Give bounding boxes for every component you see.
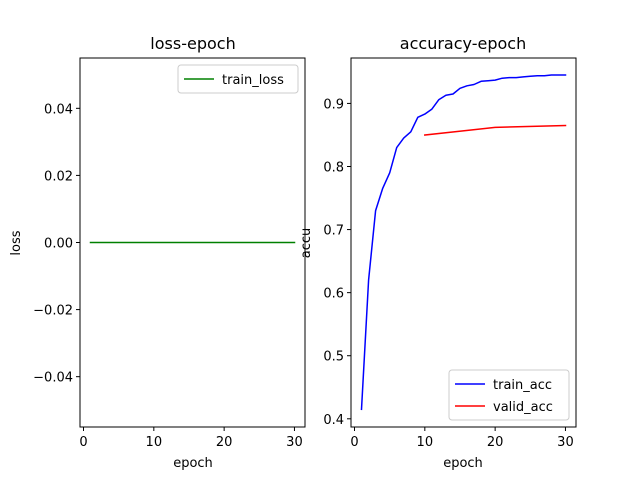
legend-box [448,369,570,421]
legend-label: valid_acc [493,400,553,415]
plot-lines [360,74,567,411]
y-tick-label: 0.9 [323,97,344,112]
legend-box [177,64,299,94]
x-tick-label: 20 [216,435,233,450]
legend: train_acc valid_acc [448,369,570,421]
y-axis-label: loss [9,230,24,255]
x-tick-label: 0 [350,435,358,450]
plot-frame [350,57,577,428]
x-tick-label: 10 [417,435,434,450]
series-line-train-acc [360,74,567,411]
legend: train_loss [177,64,299,94]
y-tick-label: 0.6 [323,287,344,302]
ticks: 0 10 20 30 0.4 0.5 0.6 0.7 0.8 0.9 [323,97,573,450]
y-tick-label: 0.04 [44,102,73,117]
plot-frame [79,57,306,428]
y-tick-label: −0.02 [33,304,73,319]
y-tick-label: 0.4 [323,413,344,428]
y-tick-label: 0.8 [323,160,344,175]
y-tick-label: 0.7 [323,224,344,239]
x-tick-label: 0 [79,435,87,450]
loss-epoch-panel: loss-epoch epoch loss 0 10 20 30−0.04−0.020… [9,34,306,471]
y-tick-label: −0.04 [33,371,73,386]
x-tick-label: 10 [146,435,163,450]
x-tick-label: 30 [286,435,303,450]
legend-label: train_acc [493,378,552,393]
series-line-valid-acc [423,124,567,136]
ticks: 0 10 20 30 −0.04 −0.02 0.00 0.02 0.04 [33,102,303,450]
x-tick-label: 30 [557,435,574,450]
legend-label: train_loss [222,73,284,88]
x-tick-label: 20 [487,435,504,450]
x-axis-label: epoch [443,456,483,471]
x-axis-label: epoch [173,456,213,471]
y-tick-label: 0.02 [44,169,73,184]
accuracy-epoch-panel: accuracy-epoch epoch accu 0 10 20 300.40.50… [299,34,577,471]
y-tick-label: 0.5 [323,350,344,365]
chart-title: loss-epoch [150,34,235,53]
chart-title: accuracy-epoch [400,34,526,53]
y-tick-label: 0.00 [44,237,73,252]
y-axis-label: accu [299,228,314,259]
